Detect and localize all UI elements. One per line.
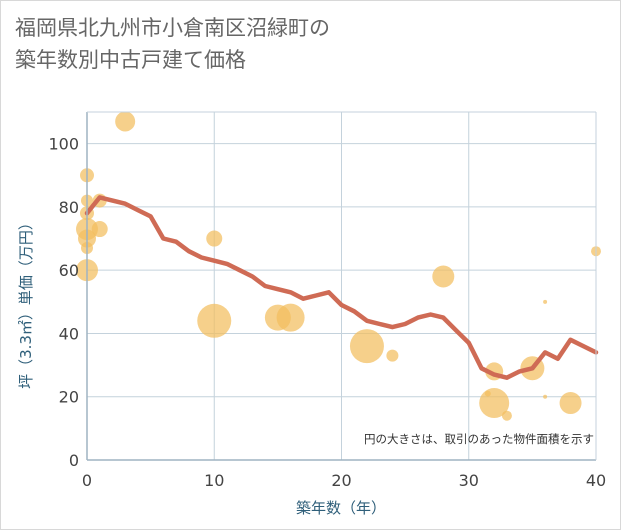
bubble-point	[276, 303, 305, 332]
axes	[86, 111, 597, 461]
x-tick-label: 40	[586, 471, 606, 490]
bubble-point	[543, 394, 548, 399]
line-series	[84, 195, 599, 380]
size-note: 円の大きさは、取引のあった物件面積を示す	[364, 432, 594, 446]
y-tick-label: 100	[48, 135, 79, 154]
average-price-line	[84, 195, 599, 380]
bubble-point	[501, 410, 512, 421]
bubble-point	[349, 329, 384, 364]
y-tick-label: 40	[59, 324, 79, 343]
bubble-point	[197, 303, 232, 338]
grid-lines	[87, 112, 597, 460]
chart-title-line-1: 福岡県北九州市小倉南区沼緑町の	[15, 16, 330, 40]
x-axis-label: 築年数（年）	[296, 499, 386, 517]
y-tick-label: 0	[69, 451, 79, 470]
bubble-point	[206, 230, 223, 247]
bubble-point	[479, 388, 510, 419]
chart-title-line-2: 築年数別中古戸建て価格	[15, 48, 246, 72]
bubble-point	[432, 265, 455, 288]
x-tick-label: 30	[459, 471, 479, 490]
bubble-point	[543, 299, 548, 304]
y-tick-label: 60	[59, 261, 79, 280]
y-tick-label: 20	[59, 388, 79, 407]
x-tick-label: 0	[82, 471, 92, 490]
x-tick-label: 10	[204, 471, 224, 490]
bubble-point	[91, 221, 108, 238]
bubble-point	[386, 349, 399, 362]
x-tick-labels: 0 10 20 30 40	[82, 471, 606, 490]
y-tick-label: 80	[59, 198, 79, 217]
x-tick-label: 20	[331, 471, 351, 490]
y-axis-label: 坪（3.3㎡）単価（万円）	[17, 215, 35, 389]
bubble-point	[115, 111, 136, 132]
bubble-point	[559, 392, 582, 415]
chart-title: 福岡県北九州市小倉南区沼緑町の 築年数別中古戸建て価格	[15, 12, 330, 76]
y-tick-labels: 0 20 40 60 80 100	[48, 135, 79, 470]
